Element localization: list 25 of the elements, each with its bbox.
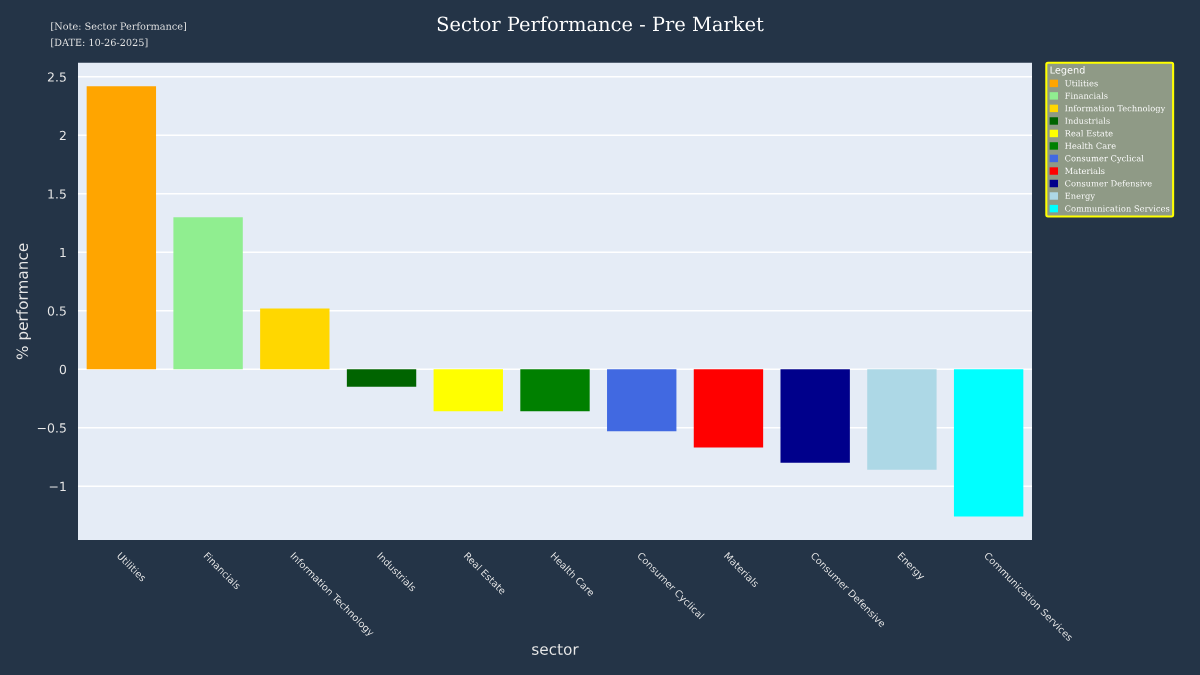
legend-label: Health Care xyxy=(1065,142,1116,149)
legend-label: Consumer Cyclical xyxy=(1065,154,1144,164)
text: [DATE: 10-26-2025] xyxy=(51,38,148,48)
y-tick-label: 0.5 xyxy=(47,306,66,316)
legend-label: Financials xyxy=(1065,92,1108,99)
y-tick-label: 0 xyxy=(59,364,67,375)
text: [Note: Sector Performance] xyxy=(51,22,186,31)
y-axis-title: % performance xyxy=(16,243,31,360)
legend-title: Legend xyxy=(1050,66,1085,76)
y-tick-label: 2.5 xyxy=(47,72,66,82)
y-tick-label: 2 xyxy=(59,130,66,141)
legend-label: Utilities xyxy=(1065,79,1098,87)
y-tick-label: −0.5 xyxy=(37,423,66,433)
legend-label: Consumer Defensive xyxy=(1065,180,1152,187)
y-tick-label: −1 xyxy=(49,481,66,491)
y-tick-label: 1.5 xyxy=(48,189,66,199)
legend-label: Industrials xyxy=(1065,117,1110,124)
chart-title: Sector Performance - Pre Market xyxy=(437,16,764,32)
legend-label: Materials xyxy=(1065,167,1105,174)
legend-label: Energy xyxy=(1065,192,1096,201)
x-axis-title: sector xyxy=(532,644,579,655)
y-tick-label: 1 xyxy=(60,247,66,258)
legend-label: Information Technology xyxy=(1065,104,1166,114)
legend-label: Real Estate xyxy=(1065,129,1113,137)
legend-label: Communication Services xyxy=(1065,205,1170,212)
